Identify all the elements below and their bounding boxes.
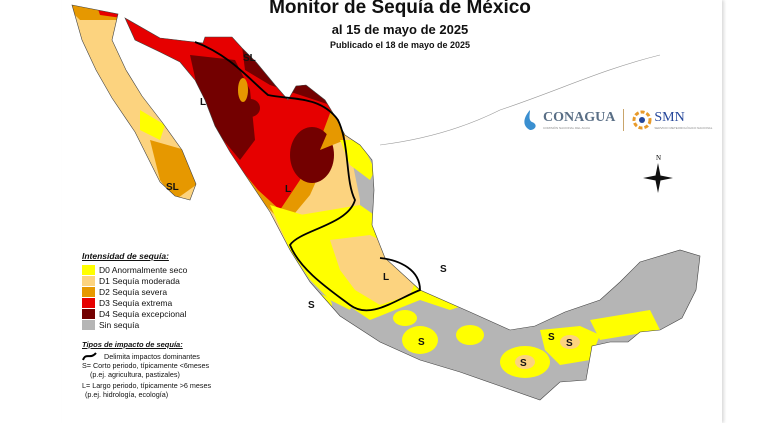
legend: Intensidad de sequía: D0 Anormalmente se…: [82, 251, 211, 399]
legend-item-d0: D0 Anormalmente seco: [82, 264, 211, 275]
svg-text:N: N: [656, 154, 661, 162]
label-s: S: [548, 332, 555, 343]
boundary-line-icon: [82, 352, 97, 361]
label-s: S: [308, 300, 315, 311]
label-s: S: [566, 338, 573, 349]
impact-legend: Tipos de impacto de sequía: Delimita imp…: [82, 340, 212, 399]
label-l: L: [383, 272, 389, 283]
conagua-logo: CONAGUA: [543, 110, 616, 125]
logos: CONAGUA COMISIÓN NACIONAL DEL AGUA SMN S…: [520, 108, 712, 132]
conagua-logo-icon: [524, 110, 536, 130]
legend-item-d4: D4 Sequía excepcional: [82, 308, 211, 319]
label-l: L: [200, 97, 206, 108]
map-card: [62, 0, 722, 423]
legend-item-none: Sin sequía: [82, 319, 211, 330]
published-date: Publicado el 18 de mayo de 2025: [329, 40, 471, 50]
label-sl: SL: [166, 182, 179, 193]
impact-title: Tipos de impacto de sequía:: [82, 340, 183, 349]
report-date: al 15 de mayo de 2025: [331, 22, 469, 37]
compass-icon: N: [643, 154, 673, 193]
label-l: L: [285, 184, 291, 195]
legend-item-d2: D2 Sequía severa: [82, 286, 211, 297]
legend-title: Intensidad de sequía:: [82, 251, 169, 261]
smn-logo: SMN: [654, 110, 685, 125]
impact-boundary-line: [194, 41, 421, 312]
mexico-outline: [124, 17, 701, 401]
legend-item-d1: D1 Sequía moderada: [82, 275, 211, 286]
page-title: Monitor de Sequía de México: [269, 0, 531, 18]
legend-item-d3: D3 Sequía extrema: [82, 297, 211, 308]
label-sl: SL: [243, 53, 256, 64]
us-coastline: [379, 54, 661, 146]
smn-logo-icon: [632, 110, 652, 130]
label-s: S: [440, 264, 447, 275]
label-s: S: [520, 358, 527, 369]
label-s: S: [418, 337, 425, 348]
